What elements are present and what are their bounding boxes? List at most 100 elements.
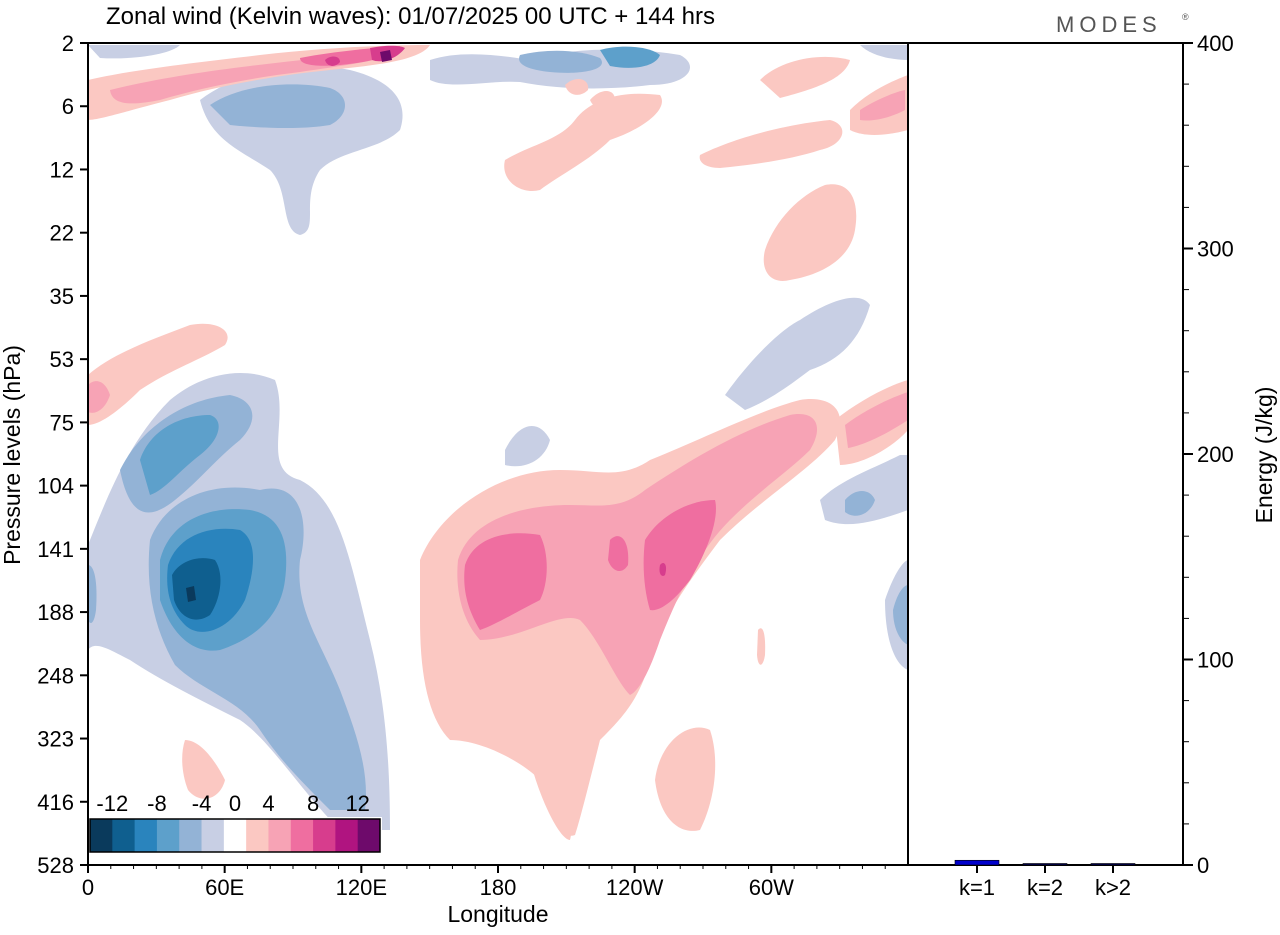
energy-category-label: k>2 [1095, 875, 1131, 900]
contour-pos-strat-6 [325, 56, 340, 66]
colorbar-swatch [290, 819, 314, 852]
energy-bar [954, 859, 1000, 866]
y-tick-label: 141 [37, 537, 74, 562]
y-axis: 2 6 12 22 35 53 75 104 141 188 248 323 416 528 [37, 31, 88, 878]
colorbar-tick-label: 8 [307, 791, 319, 816]
contour-pos-ur-3 [760, 56, 850, 98]
colorbar-swatch [201, 819, 225, 852]
y-tick-label: 2 [62, 31, 74, 56]
colorbar-tick-label: -8 [147, 791, 167, 816]
contour-pos-lr-2 [182, 740, 225, 799]
contour-neg-left-edge [88, 565, 97, 623]
brand-registered-mark: ® [1182, 12, 1189, 22]
contour-neg-right-low-2 [893, 585, 908, 645]
brand-logo: MODES [1056, 12, 1162, 37]
x-tick-label: 180 [480, 875, 517, 900]
colorbar-swatch [268, 819, 292, 852]
colorbar-swatch [134, 819, 158, 852]
contour-neg-right-edge [820, 455, 908, 525]
energy-tick-label: 200 [1197, 442, 1234, 467]
energy-bar [1022, 863, 1068, 866]
energy-bars: k=1 k=2 k>2 [954, 859, 1136, 900]
colorbar-swatch [179, 819, 203, 852]
y-tick-label: 6 [62, 94, 74, 119]
colorbar-swatch [335, 819, 359, 852]
contour-pos-outer-2 [518, 650, 574, 840]
x-tick-label: 0 [82, 875, 94, 900]
chart-title: Zonal wind (Kelvin waves): 01/07/2025 00… [106, 3, 715, 30]
colorbar-tick-label: 4 [262, 791, 274, 816]
contour-pos-strat-5 [380, 50, 392, 62]
contour-neg-upper-4 [519, 50, 602, 73]
y-tick-label: 188 [37, 600, 74, 625]
colorbar-tick-label: 12 [345, 791, 369, 816]
y-tick-label: 12 [50, 157, 74, 182]
x-tick-label: 60W [749, 875, 794, 900]
energy-bar [1090, 863, 1136, 866]
colorbar-frame [89, 818, 381, 853]
x-axis: 0 60E 120E 180 120W 60W [82, 865, 886, 900]
energy-tick-label: 400 [1197, 31, 1234, 56]
contour-pos-lr-1 [655, 727, 716, 831]
y-tick-label: 35 [50, 284, 74, 309]
colorbar-tick-label: 0 [229, 791, 241, 816]
x-tick-label: 120E [336, 875, 387, 900]
energy-tick-label: 0 [1197, 853, 1209, 878]
energy-category-label: k=2 [1027, 875, 1063, 900]
contour-pos-ur-2 [699, 120, 843, 168]
colorbar-swatch [246, 819, 269, 852]
energy-tick-label: 300 [1197, 237, 1234, 262]
colorbar-swatch [357, 819, 381, 852]
energy-axis-label: Energy (J/kg) [1251, 387, 1277, 524]
energy-axis: 0 100 200 300 400 [1183, 31, 1234, 878]
energy-category-label: k=1 [959, 875, 995, 900]
contour-neg-right-edge-2 [845, 491, 875, 516]
y-axis-label: Pressure levels (hPa) [0, 345, 25, 565]
y-tick-label: 22 [50, 221, 74, 246]
contour-neg-4b [140, 415, 219, 495]
contour-pos-left-mid-2 [88, 381, 110, 413]
y-tick-label: 75 [50, 410, 74, 435]
contour-field [88, 45, 908, 840]
contour-pos-lr-3 [757, 628, 766, 665]
contour-neg-mid-right [725, 297, 870, 410]
contour-pos-3c [608, 536, 629, 572]
y-tick-label: 528 [37, 853, 74, 878]
y-tick-label: 248 [37, 663, 74, 688]
colorbar: -12 -8 -4 0 4 8 12 [88, 791, 382, 854]
contour-pos-mid-3 [565, 78, 589, 95]
y-tick-label: 53 [50, 347, 74, 372]
contour-pos-right-band-2 [845, 392, 908, 448]
colorbar-swatch [313, 819, 336, 852]
contour-neg-upper-5 [600, 46, 660, 68]
contour-pos-mid-1 [504, 93, 662, 191]
y-tick-label: 416 [37, 790, 74, 815]
colorbar-tick-label: -12 [96, 791, 128, 816]
contour-pos-ur-5 [860, 90, 905, 121]
contour-neg-upper-2 [210, 84, 345, 129]
contour-pos-3 [464, 533, 547, 630]
contour-pos-2 [457, 414, 818, 695]
contour-neg-mid-2 [505, 426, 550, 467]
x-tick-label: 60E [205, 875, 244, 900]
colorbar-swatch [223, 819, 247, 852]
energy-tick-label: 100 [1197, 648, 1234, 673]
contour-pos-4 [659, 563, 667, 576]
contour-neg-6 [172, 558, 221, 620]
contour-pos-ur-1 [763, 184, 857, 281]
contour-pos-left-mid [88, 323, 228, 425]
colorbar-swatch [112, 819, 136, 852]
contour-neg-upper-6 [88, 45, 180, 59]
contour-pos-mid-2 [590, 91, 615, 109]
y-tick-label: 323 [37, 727, 74, 752]
contour-pos-3b [643, 500, 716, 611]
colorbar-swatch [156, 819, 180, 852]
y-tick-label: 104 [37, 474, 74, 499]
contour-neg-7 [186, 586, 196, 602]
x-tick-label: 120W [606, 875, 664, 900]
contour-neg-upper-7 [860, 45, 908, 60]
x-axis-label: Longitude [447, 901, 548, 927]
colorbar-tick-label: -4 [192, 791, 212, 816]
colorbar-swatch [90, 819, 113, 852]
